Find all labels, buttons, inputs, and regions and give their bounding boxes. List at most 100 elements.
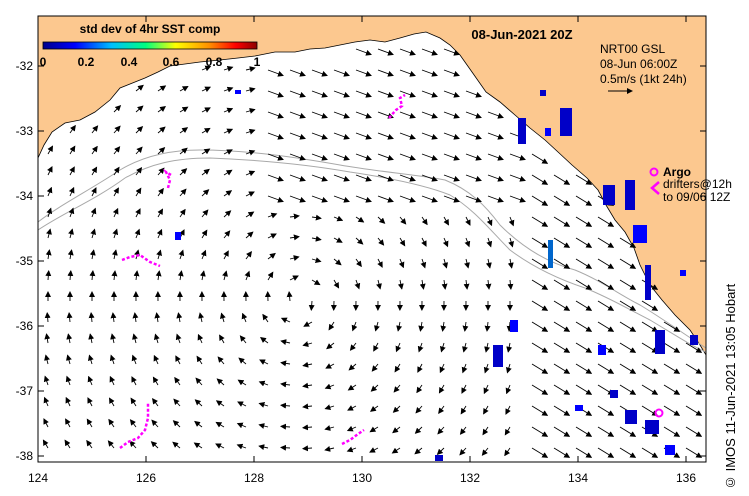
current-arrow: [289, 234, 300, 241]
current-arrow: [179, 208, 186, 218]
current-arrow: [459, 426, 467, 435]
current-arrow: [531, 300, 549, 311]
current-arrow: [553, 195, 571, 206]
current-arrow: [597, 237, 615, 248]
current-arrow: [553, 321, 571, 332]
current-arrow: [597, 300, 615, 311]
current-arrow: [130, 397, 137, 407]
current-arrow: [685, 426, 703, 437]
current-arrow: [311, 132, 328, 140]
current-arrow: [531, 321, 549, 332]
current-arrow: [177, 270, 184, 281]
current-arrow: [223, 86, 234, 93]
current-arrow: [245, 251, 252, 260]
current-arrow: [487, 132, 504, 140]
current-arrow: [531, 447, 549, 458]
current-arrow: [133, 270, 140, 281]
current-arrow: [43, 375, 50, 386]
current-arrow: [333, 215, 344, 222]
current-arrow: [465, 90, 482, 98]
current-arrow: [216, 378, 225, 386]
current-arrow: [237, 401, 247, 407]
current-arrow: [267, 132, 284, 140]
current-arrow: [333, 258, 342, 266]
current-arrow: [437, 426, 445, 435]
drifters-line2: to 09/06 12Z: [663, 190, 730, 204]
current-arrow: [179, 127, 189, 134]
current-arrow: [421, 132, 438, 140]
land-area: [38, 16, 706, 356]
current-arrow: [308, 300, 315, 311]
current-arrow: [259, 359, 269, 365]
current-arrow: [481, 447, 489, 456]
current-arrow: [197, 333, 204, 344]
plot-border: [37, 15, 707, 463]
current-arrow: [215, 443, 225, 449]
current-arrow: [415, 405, 423, 414]
current-arrow: [90, 207, 97, 218]
current-arrow: [259, 337, 269, 344]
current-arrow: [486, 237, 493, 248]
current-arrow: [110, 333, 117, 344]
current-arrow: [289, 255, 300, 261]
current-arrow: [531, 342, 549, 353]
current-arrow: [157, 105, 166, 113]
current-arrow: [508, 216, 515, 227]
current-arrow: [531, 237, 549, 248]
current-arrow: [377, 237, 385, 246]
current-arrow: [355, 153, 372, 161]
current-arrow: [289, 213, 300, 220]
current-arrow: [531, 174, 549, 185]
current-arrow: [461, 384, 467, 394]
y-tick-label: -35: [16, 254, 34, 268]
current-arrow: [464, 237, 471, 248]
current-arrow: [302, 445, 313, 452]
current-arrow: [289, 90, 306, 98]
current-arrow: [157, 187, 164, 197]
current-arrow: [155, 270, 162, 281]
current-arrow: [245, 87, 256, 93]
current-arrow: [597, 426, 615, 437]
current-arrow: [45, 270, 52, 281]
current-arrow: [531, 426, 549, 437]
current-arrow: [174, 376, 181, 386]
current-arrow: [199, 270, 206, 281]
current-arrow: [111, 249, 118, 260]
current-arrow: [377, 90, 394, 98]
current-arrow: [156, 228, 163, 239]
current-arrow: [201, 65, 212, 72]
current-arrow: [201, 209, 209, 218]
current-arrow: [482, 426, 489, 436]
current-arrow: [575, 237, 593, 248]
current-arrow: [44, 333, 51, 344]
current-arrow: [333, 132, 350, 140]
current-arrow: [324, 383, 335, 390]
current-arrow: [245, 107, 256, 114]
current-arrow: [399, 216, 407, 225]
current-arrow: [461, 363, 468, 374]
current-arrow: [200, 249, 207, 260]
x-tick-label: 134: [568, 471, 588, 485]
current-arrow: [108, 418, 115, 428]
current-arrow: [465, 195, 482, 203]
current-arrow: [392, 426, 401, 434]
current-arrow: [377, 132, 394, 140]
current-arrow: [113, 104, 122, 113]
current-arrow: [575, 342, 593, 353]
current-arrow: [47, 166, 53, 176]
current-arrow: [241, 312, 248, 323]
current-arrow: [302, 382, 313, 389]
drifter-track: [388, 93, 406, 119]
current-arrow: [239, 335, 247, 344]
current-arrow: [333, 279, 340, 289]
current-arrow: [619, 279, 637, 290]
current-arrow: [392, 405, 401, 413]
x-tick-label: 136: [676, 471, 696, 485]
current-arrow: [399, 111, 416, 119]
current-arrow: [223, 107, 234, 114]
current-arrow: [66, 312, 73, 323]
current-arrow: [465, 174, 482, 182]
current-arrow: [421, 237, 427, 247]
current-arrow: [394, 363, 401, 373]
current-arrow: [262, 313, 269, 323]
